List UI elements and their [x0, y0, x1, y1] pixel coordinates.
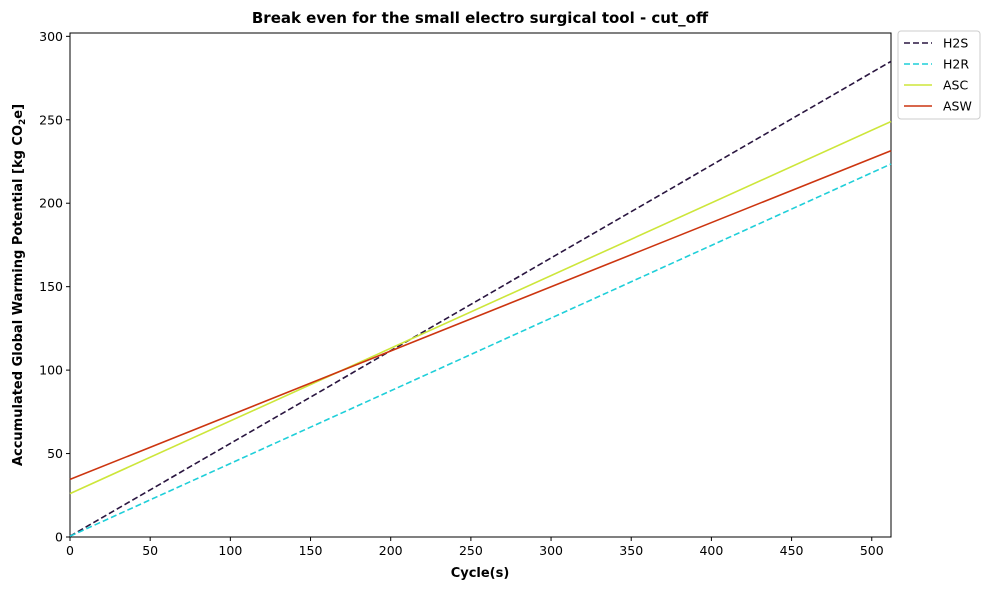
series-line-asw — [69, 149, 892, 481]
x-tick-label: 50 — [142, 543, 158, 558]
x-tick-label: 250 — [459, 543, 483, 558]
legend-label-asc: ASC — [943, 78, 968, 93]
y-tick-label: 0 — [55, 530, 63, 545]
series-line-h2r — [69, 163, 892, 537]
y-tick-label: 150 — [39, 279, 63, 294]
legend: H2S H2R ASC ASW — [897, 30, 981, 120]
y-axis-label: Accumulated Global Warming Potential [kg… — [11, 104, 28, 466]
x-tick-label: 150 — [299, 543, 323, 558]
legend-label-h2s: H2S — [943, 36, 968, 51]
legend-label-asw: ASW — [943, 99, 972, 114]
x-tick-label: 450 — [780, 543, 804, 558]
x-tick-label: 100 — [218, 543, 242, 558]
y-tick-label: 100 — [39, 363, 63, 378]
legend-frame — [897, 30, 981, 120]
x-tick-label: 500 — [860, 543, 884, 558]
x-tick-label: 350 — [619, 543, 643, 558]
legend-label-h2r: H2R — [943, 57, 969, 72]
y-tick-label: 300 — [39, 29, 63, 44]
x-axis: 0 50 100 150 200 250 300 350 400 450 500 — [66, 537, 884, 558]
x-axis-label: Cycle(s) — [451, 566, 510, 581]
series-layer — [69, 60, 892, 537]
series-line-h2s — [69, 60, 892, 537]
series-line-asc — [69, 120, 892, 495]
x-tick-label: 300 — [539, 543, 563, 558]
y-axis-label-main: Accumulated Global Warming Potential [kg… — [11, 125, 26, 466]
plot-frame — [69, 32, 892, 538]
chart-title: Break even for the small electro surgica… — [252, 9, 709, 27]
plot-area — [69, 32, 892, 538]
y-axis: 0 50 100 150 200 250 300 — [39, 29, 70, 545]
legend-entries: H2S H2R ASC ASW — [904, 36, 972, 114]
x-tick-label: 0 — [66, 543, 74, 558]
y-tick-label: 200 — [39, 196, 63, 211]
y-tick-label: 50 — [47, 446, 63, 461]
x-tick-label: 200 — [379, 543, 403, 558]
y-axis-label-end: e] — [11, 104, 26, 119]
y-tick-label: 250 — [39, 112, 63, 127]
y-axis-label-subscript: 2 — [18, 119, 28, 125]
x-tick-label: 400 — [699, 543, 723, 558]
